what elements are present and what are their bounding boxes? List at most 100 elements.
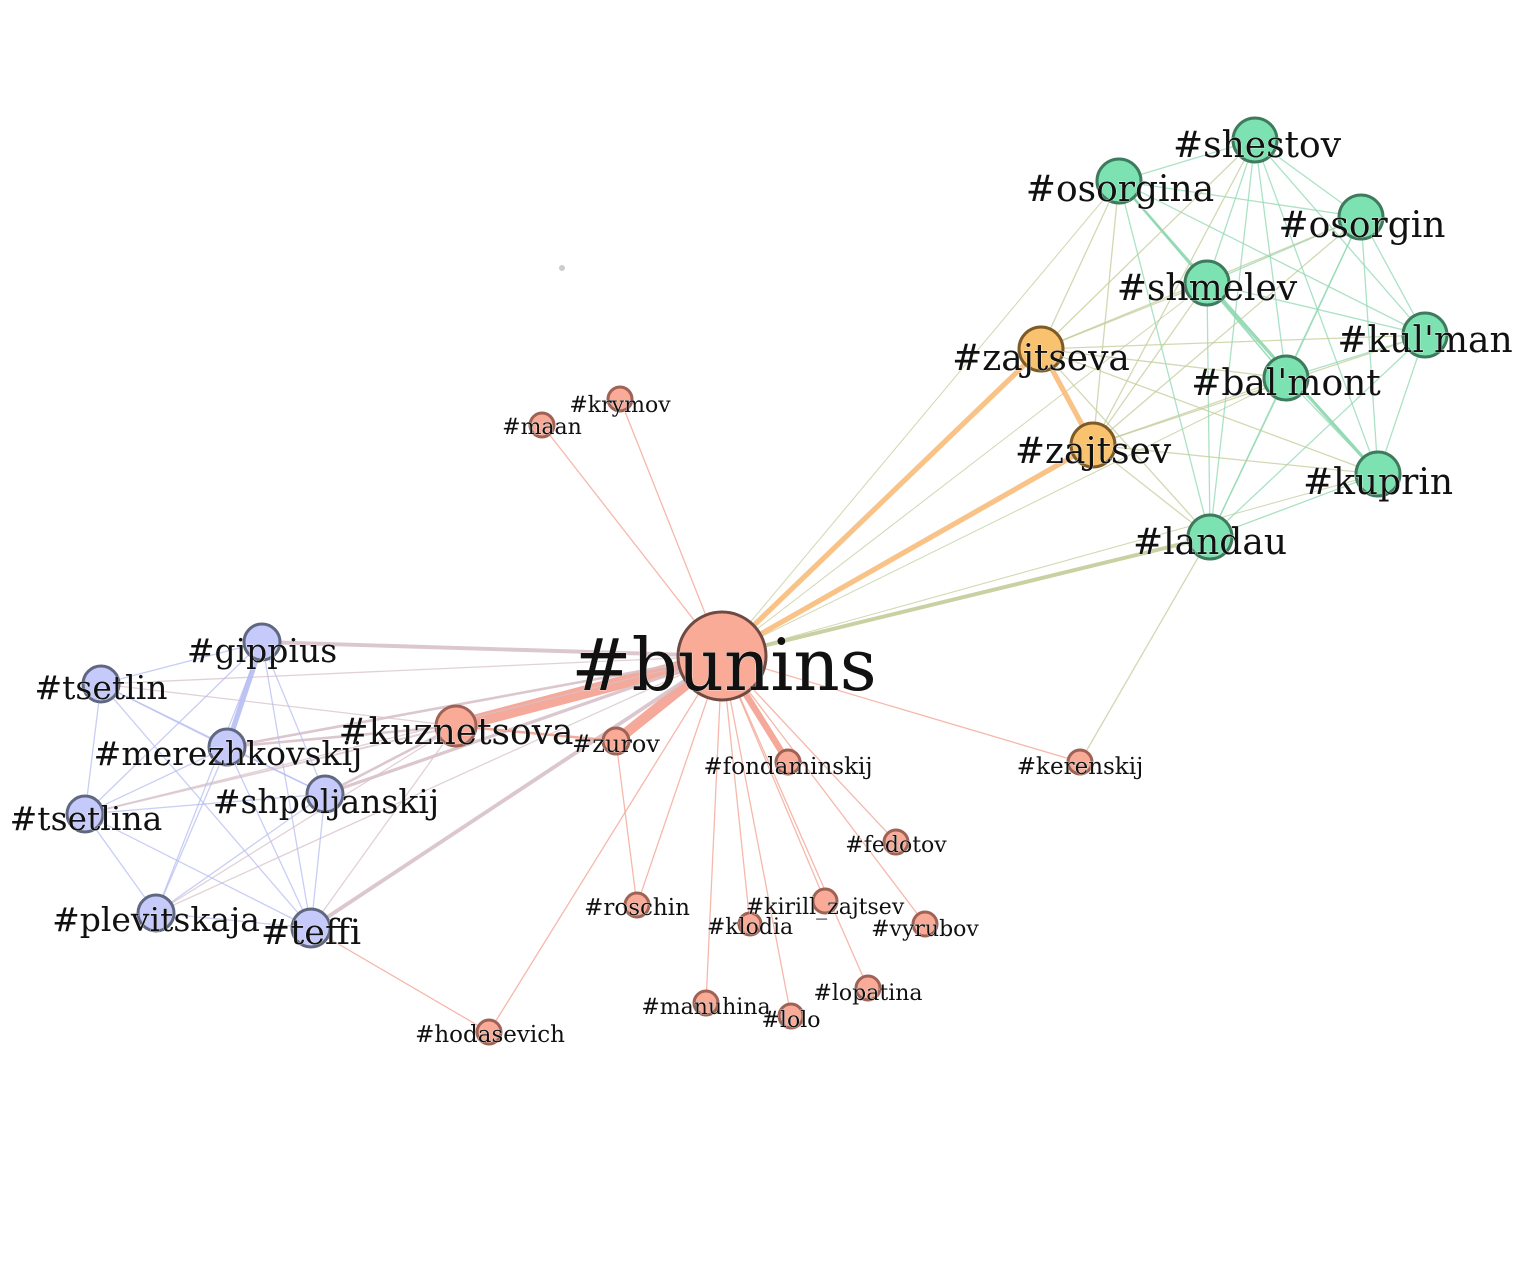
- node-bunins[interactable]: [676, 610, 768, 702]
- node-landau[interactable]: [1186, 513, 1234, 561]
- node-label-shestov: #shestov: [1173, 125, 1342, 166]
- edge-teffi-hodasevich: [310, 927, 490, 1033]
- node-klodia[interactable]: [737, 911, 763, 937]
- node-zajtsev[interactable]: [1069, 421, 1117, 469]
- edge-gippius-tsetlin: [100, 641, 263, 685]
- edge-balmont-landau: [1209, 377, 1287, 538]
- node-hodasevich[interactable]: [475, 1018, 503, 1046]
- node-osorgin[interactable]: [1337, 193, 1385, 241]
- edge-bunins-maan: [541, 424, 723, 657]
- node-label-osorgina: #osorgina: [1026, 169, 1214, 210]
- edge-bunins-shmelev: [721, 282, 1208, 657]
- node-maan[interactable]: [528, 411, 556, 439]
- edge-layer: [84, 139, 1426, 1033]
- edge-gippius-plevitskaja: [155, 641, 263, 914]
- edge-merezhkovskij-tsetlina: [84, 746, 228, 815]
- node-teffi[interactable]: [290, 907, 332, 949]
- edge-bunins-krymov: [619, 398, 723, 657]
- node-plevitskaja[interactable]: [136, 893, 176, 933]
- node-label-kuznetsova: #kuznetsova: [338, 712, 573, 753]
- node-shestov[interactable]: [1231, 116, 1279, 164]
- edge-zajtsev-shestov: [1092, 139, 1256, 446]
- edge-bunins-vyrubov: [721, 655, 926, 925]
- edge-bunins-zajtseva: [719, 346, 1044, 659]
- node-label-roschin: #roschin: [584, 895, 690, 921]
- node-tsetlina[interactable]: [65, 794, 105, 834]
- edge-bunins-lopatina: [721, 655, 869, 989]
- node-roschin[interactable]: [623, 891, 651, 919]
- node-label-fedotov: #fedotov: [845, 833, 947, 858]
- edge-zajtsev-osorgin: [1092, 216, 1362, 446]
- edge-osorgina-landau: [1118, 180, 1211, 538]
- node-tsetlin[interactable]: [81, 664, 121, 704]
- edge-bunins-teffi: [309, 654, 724, 930]
- node-shpoljanskij[interactable]: [305, 774, 345, 814]
- node-kuznetsova[interactable]: [434, 704, 478, 748]
- node-shmelev[interactable]: [1183, 259, 1231, 307]
- node-label-landau: #landau: [1133, 522, 1287, 563]
- node-zajtseva[interactable]: [1017, 325, 1065, 373]
- node-kerenskij[interactable]: [1066, 748, 1094, 776]
- node-merezhkovskij[interactable]: [207, 727, 247, 767]
- edge-osorgina-kulman: [1118, 180, 1426, 336]
- edge-zajtsev-kulman: [1092, 334, 1426, 446]
- node-lolo[interactable]: [777, 1002, 805, 1030]
- edge-shpoljanskij-teffi: [310, 793, 326, 929]
- edge-zajtseva-landau: [1040, 348, 1211, 538]
- node-fondaminskij[interactable]: [774, 748, 802, 776]
- node-label-shpoljanskij: #shpoljanskij: [213, 782, 439, 821]
- edge-bunins-hodasevich: [488, 655, 723, 1033]
- node-label-lolo: #lolo: [762, 1008, 821, 1033]
- node-krymov[interactable]: [606, 385, 634, 413]
- node-label-tsetlina: #tsetlina: [10, 799, 163, 838]
- node-osorgina[interactable]: [1095, 157, 1143, 205]
- edge-zajtsev-osorgina: [1092, 180, 1120, 446]
- edge-bunins-kuznetsova: [449, 649, 729, 733]
- edge-bunins-tsetlin: [100, 655, 723, 685]
- edge-landau-kerenskij: [1079, 536, 1211, 763]
- node-vyrubov[interactable]: [911, 910, 939, 938]
- node-label-osorgin: #osorgin: [1279, 205, 1446, 246]
- edge-shestov-landau: [1209, 139, 1256, 538]
- node-kirill-zajtsev[interactable]: [811, 887, 839, 915]
- node-label-kerenskij: #kerenskij: [1017, 754, 1143, 780]
- edge-merezhkovskij-teffi: [226, 746, 312, 929]
- node-manuhina[interactable]: [692, 989, 720, 1017]
- node-label-bunins: #bunins: [571, 623, 877, 707]
- edge-shmelev-landau: [1206, 282, 1211, 538]
- node-label-hodasevich: #hodasevich: [415, 1022, 565, 1048]
- edge-kuznetsova-shpoljanskij: [323, 724, 458, 796]
- edge-bunins-tsetlina: [84, 655, 723, 815]
- node-kuprin[interactable]: [1354, 450, 1402, 498]
- edge-kuznetsova-zurov: [454, 724, 618, 743]
- node-kulman[interactable]: [1401, 311, 1449, 359]
- node-balmont[interactable]: [1262, 354, 1310, 402]
- edge-zajtsev-kuprin: [1092, 444, 1379, 475]
- node-zurov[interactable]: [601, 726, 631, 756]
- edge-tsetlina-plevitskaja: [84, 813, 157, 914]
- node-gippius[interactable]: [242, 622, 282, 662]
- edge-zajtseva-shestov: [1040, 139, 1256, 350]
- edge-gippius-shpoljanskij: [261, 641, 326, 795]
- edge-kuznetsova-merezhkovskij: [225, 724, 458, 749]
- node-label-vyrubov: #vyrubov: [871, 917, 979, 942]
- node-fedotov[interactable]: [882, 828, 910, 856]
- node-label-fondaminskij: #fondaminskij: [703, 754, 872, 780]
- edge-shmelev-kulman: [1206, 282, 1426, 336]
- edge-kuprin-landau: [1209, 473, 1379, 538]
- stray-dot: [559, 265, 565, 271]
- edge-shestov-osorgina: [1118, 139, 1256, 182]
- node-label-kuprin: #kuprin: [1303, 462, 1453, 503]
- edge-zurov-roschin: [615, 740, 638, 906]
- node-label-kulman: #kul'man: [1337, 320, 1512, 361]
- node-label-gippius: #gippius: [187, 631, 337, 670]
- edge-shestov-kuprin: [1254, 139, 1379, 475]
- edge-gippius-teffi: [261, 641, 312, 929]
- edge-bunins-osorgina: [721, 180, 1120, 657]
- edge-zajtseva-osorgina: [1040, 180, 1120, 350]
- edge-bunins-shpoljanskij: [323, 654, 724, 796]
- edge-merezhkovskij-plevitskaja: [155, 746, 228, 914]
- edge-tsetlin-tsetlina: [84, 683, 102, 815]
- node-label-maan: #maan: [502, 415, 582, 440]
- node-lopatina[interactable]: [854, 974, 882, 1002]
